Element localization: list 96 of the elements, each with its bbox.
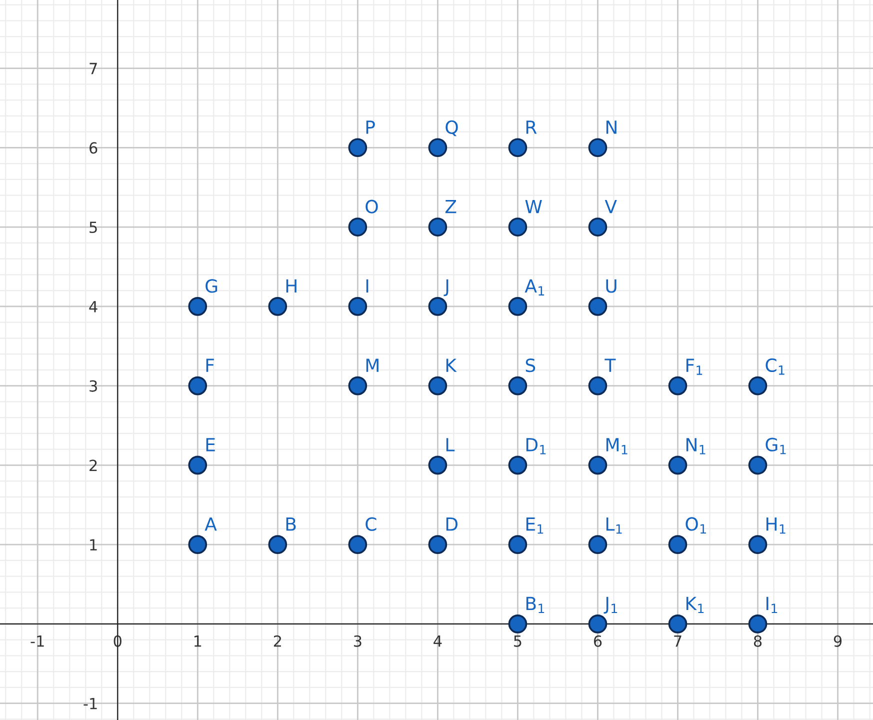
point (588, 614, 608, 634)
annotation: J$_{1}$ (604, 596, 618, 614)
x-tick-label: 9 (834, 635, 842, 647)
annotation: A$_{1}$ (524, 279, 544, 296)
y-tick-label: 5 (90, 222, 97, 234)
annotation: F$_{1}$ (686, 358, 702, 375)
point (508, 376, 528, 396)
annotation: V (604, 200, 617, 214)
y-tick-label: 1 (90, 539, 97, 550)
point (508, 218, 528, 236)
point (748, 535, 768, 554)
y-tick-label: 4 (89, 301, 98, 312)
point (268, 535, 288, 554)
x-tick-label: 6 (594, 635, 602, 647)
x-tick-label: -1 (30, 636, 44, 647)
annotation: Z (445, 200, 456, 214)
x-tick-label: 2 (274, 635, 281, 647)
point (588, 376, 608, 396)
point (588, 456, 608, 475)
point (268, 297, 288, 316)
annotation: B (286, 518, 296, 531)
point (348, 535, 368, 554)
annotation: D (446, 518, 458, 531)
point (588, 218, 608, 236)
point (348, 138, 368, 158)
point (348, 376, 368, 396)
point (428, 138, 448, 158)
point (428, 535, 448, 554)
x-tick-label: 8 (754, 635, 762, 647)
x-tick-label: 4 (434, 636, 442, 647)
point (668, 456, 688, 475)
annotation: M$_{1}$ (606, 438, 628, 454)
point (508, 138, 528, 158)
point (748, 376, 768, 396)
point (508, 456, 528, 475)
annotation: L (446, 438, 455, 452)
annotation: E (206, 438, 215, 452)
annotation: C$_{1}$ (766, 358, 784, 375)
point (748, 456, 768, 475)
annotation: B$_{1}$ (526, 596, 544, 614)
point (348, 297, 368, 316)
annotation: Q (446, 120, 458, 136)
annotation: O (366, 200, 378, 214)
x-tick-label: 3 (354, 635, 362, 647)
point (508, 614, 528, 634)
point (348, 218, 368, 236)
x-tick-label: 7 (674, 636, 682, 647)
point (188, 297, 208, 316)
annotation: M (366, 358, 378, 372)
annotation: I$_{1}$ (766, 596, 778, 614)
annotation: L$_{1}$ (606, 517, 622, 534)
y-tick-label: 6 (90, 142, 98, 154)
point (508, 535, 528, 554)
point (428, 218, 448, 236)
annotation: K (446, 358, 457, 372)
annotation: O$_{1}$ (686, 517, 706, 534)
annotation: I (366, 279, 368, 293)
annotation: S (526, 358, 536, 372)
annotation: H$_{1}$ (766, 517, 786, 534)
point (588, 138, 608, 158)
y-tick-label: -1 (84, 698, 97, 710)
annotation: E$_{1}$ (526, 517, 544, 534)
point (748, 614, 768, 634)
annotation: J (444, 279, 448, 296)
point (668, 614, 688, 634)
point (588, 297, 608, 316)
annotation: F (206, 358, 214, 372)
point (428, 376, 448, 396)
annotation: T (604, 358, 616, 372)
point (508, 297, 528, 316)
annotation: C (366, 517, 376, 531)
point (188, 456, 208, 475)
annotation: W (525, 200, 542, 214)
annotation: N (606, 120, 616, 134)
x-tick-label: 5 (514, 636, 522, 647)
point (588, 535, 608, 554)
point (428, 297, 448, 316)
annotation: A (204, 518, 217, 531)
annotation: G$_{1}$ (766, 438, 786, 454)
y-tick-label: 7 (90, 62, 97, 74)
point (668, 535, 688, 554)
annotation: G (206, 279, 218, 293)
point (668, 376, 688, 396)
annotation: K$_{1}$ (686, 596, 704, 614)
point (428, 456, 448, 475)
annotation: P (366, 120, 375, 134)
y-tick-label: 2 (90, 460, 97, 471)
point (188, 376, 208, 396)
annotation: N$_{1}$ (686, 438, 706, 454)
y-tick-label: 3 (90, 380, 97, 392)
annotation: U (606, 279, 616, 293)
x-tick-label: 1 (194, 636, 202, 647)
annotation: H (286, 279, 296, 293)
point (188, 535, 208, 554)
annotation: R (526, 120, 537, 134)
annotation: D$_{1}$ (526, 438, 546, 454)
